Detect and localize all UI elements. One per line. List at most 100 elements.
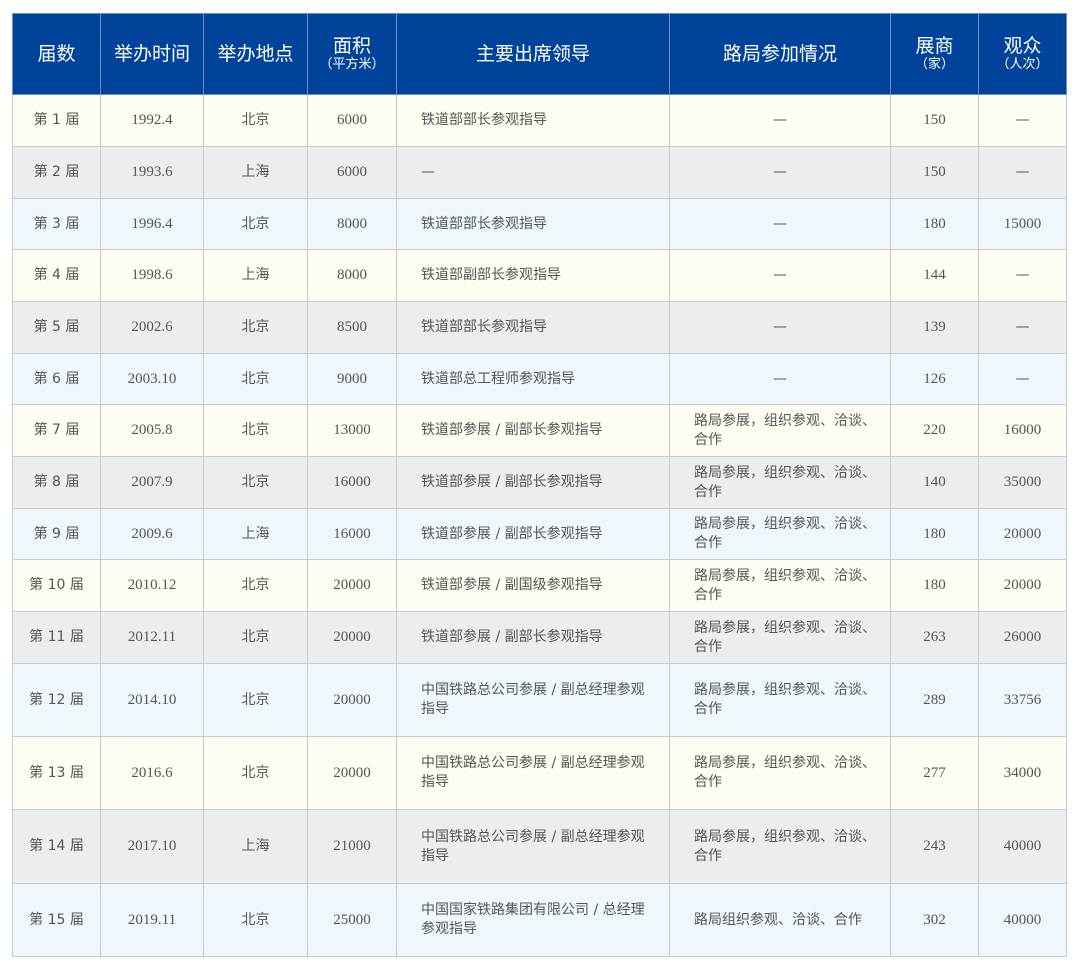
- cell-area: 6000: [307, 146, 397, 199]
- cell-session: 第 2 届: [12, 146, 101, 199]
- cell-visitors: —: [978, 301, 1067, 354]
- cell-leaders: 铁道部总工程师参观指导: [396, 353, 670, 405]
- cell-leaders: 铁道部参展 / 副部长参观指导: [396, 456, 670, 509]
- cell-area: 9000: [307, 353, 397, 405]
- cell-location: 上海: [203, 249, 308, 302]
- table-row: 第 4 届 1998.6 上海 8000 铁道部副部长参观指导 —144—: [12, 249, 1067, 302]
- cell-date: 1996.4: [100, 198, 204, 250]
- cell-bureau: 路局参展，组织参观、洽谈、合作: [669, 404, 891, 457]
- header-area-unit: （平方米）: [319, 57, 385, 72]
- cell-area: 6000: [307, 94, 397, 147]
- cell-bureau: —: [669, 301, 891, 354]
- cell-area: 8000: [307, 198, 397, 250]
- cell-date: 2017.10: [100, 809, 204, 884]
- cell-area: 16000: [307, 456, 397, 509]
- header-exhibitors-unit: （家）: [914, 57, 954, 72]
- cell-visitors: 34000: [978, 736, 1067, 810]
- header-leaders: 主要出席领导: [396, 13, 670, 95]
- cell-exhibitors: 140: [890, 456, 979, 509]
- cell-session: 第 4 届: [12, 249, 101, 302]
- header-visitors-label: 观众: [1003, 35, 1042, 57]
- cell-visitors: —: [978, 249, 1067, 302]
- cell-location: 北京: [203, 559, 308, 612]
- cell-visitors: 20000: [978, 508, 1067, 560]
- table-row: 第 7 届 2005.8 北京 13000 铁道部参展 / 副部长参观指导 路局参展，组织…: [12, 404, 1067, 457]
- cell-date: 1998.6: [100, 249, 204, 302]
- cell-bureau: —: [669, 146, 891, 199]
- cell-leaders: 铁道部部长参观指导: [396, 301, 670, 354]
- header-bureau: 路局参加情况: [669, 13, 891, 95]
- cell-location: 北京: [203, 663, 308, 737]
- cell-bureau: 路局参展，组织参观、洽谈、合作: [669, 456, 891, 509]
- cell-leaders: 铁道部副部长参观指导: [396, 249, 670, 302]
- cell-area: 20000: [307, 611, 397, 664]
- table-row: 第 13 届 2016.6 北京 20000 中国铁路总公司参展 / 副总经理参观指导路…: [12, 736, 1067, 810]
- cell-leaders: 铁道部参展 / 副部长参观指导: [396, 404, 670, 457]
- table-row: 第 14 届 2017.10 上海 21000 中国铁路总公司参展 / 副总经理参观指导…: [12, 809, 1067, 884]
- table-row: 第 3 届 1996.4 北京 8000 铁道部部长参观指导 —180 15000: [12, 198, 1067, 250]
- cell-location: 北京: [203, 883, 308, 957]
- exhibition-history-table: 届数 举办时间 举办地点 面积 （平方米） 主要出席领导 路局参加情况 展商 （家）…: [12, 13, 1067, 957]
- cell-visitors: 33756: [978, 663, 1067, 737]
- cell-area: 20000: [307, 559, 397, 612]
- table-row: 第 12 届 2014.10 北京 20000 中国铁路总公司参展 / 副总经理参观指导…: [12, 663, 1067, 737]
- cell-exhibitors: 277: [890, 736, 979, 810]
- cell-bureau: 路局参展，组织参观、洽谈、合作: [669, 809, 891, 884]
- cell-exhibitors: 150: [890, 94, 979, 147]
- cell-session: 第 14 届: [12, 809, 101, 884]
- cell-date: 2014.10: [100, 663, 204, 737]
- cell-exhibitors: 144: [890, 249, 979, 302]
- cell-location: 上海: [203, 508, 308, 560]
- cell-exhibitors: 126: [890, 353, 979, 405]
- header-visitors-unit: （人次）: [996, 57, 1049, 72]
- cell-location: 北京: [203, 456, 308, 509]
- cell-exhibitors: 263: [890, 611, 979, 664]
- cell-location: 北京: [203, 353, 308, 405]
- cell-session: 第 3 届: [12, 198, 101, 250]
- cell-date: 2002.6: [100, 301, 204, 354]
- cell-session: 第 1 届: [12, 94, 101, 147]
- cell-bureau: —: [669, 198, 891, 250]
- cell-area: 20000: [307, 736, 397, 810]
- cell-visitors: 35000: [978, 456, 1067, 509]
- cell-exhibitors: 180: [890, 508, 979, 560]
- cell-area: 20000: [307, 663, 397, 737]
- cell-location: 上海: [203, 146, 308, 199]
- header-visitors: 观众 （人次）: [978, 13, 1067, 95]
- cell-location: 北京: [203, 404, 308, 457]
- table-row: 第 6 届 2003.10 北京 9000 铁道部总工程师参观指导 —126—: [12, 353, 1067, 405]
- cell-bureau: 路局参展，组织参观、洽谈、合作: [669, 663, 891, 737]
- table-row: 第 9 届 2009.6 上海 16000 铁道部参展 / 副部长参观指导 路局参展，组织…: [12, 508, 1067, 560]
- cell-visitors: 15000: [978, 198, 1067, 250]
- cell-location: 北京: [203, 611, 308, 664]
- cell-session: 第 12 届: [12, 663, 101, 737]
- cell-date: 2007.9: [100, 456, 204, 509]
- table-row: 第 11 届 2012.11 北京 20000 铁道部参展 / 副部长参观指导 路局参展，…: [12, 611, 1067, 664]
- cell-area: 25000: [307, 883, 397, 957]
- cell-date: 2003.10: [100, 353, 204, 405]
- table-row: 第 10 届 2010.12 北京 20000 铁道部参展 / 副国级参观指导 路局参展，…: [12, 559, 1067, 612]
- cell-session: 第 8 届: [12, 456, 101, 509]
- cell-exhibitors: 180: [890, 198, 979, 250]
- cell-date: 2009.6: [100, 508, 204, 560]
- cell-visitors: 40000: [978, 883, 1067, 957]
- cell-visitors: —: [978, 94, 1067, 147]
- cell-exhibitors: 220: [890, 404, 979, 457]
- cell-exhibitors: 139: [890, 301, 979, 354]
- table-row: 第 15 届 2019.11 北京 25000 中国国家铁路集团有限公司 / 总经理参观…: [12, 883, 1067, 957]
- header-exhibitors: 展商 （家）: [890, 13, 979, 95]
- table-row: 第 5 届 2002.6 北京 8500 铁道部部长参观指导 —139—: [12, 301, 1067, 354]
- cell-bureau: —: [669, 249, 891, 302]
- table-row: 第 2 届 1993.6 上海 6000— —150—: [12, 146, 1067, 199]
- cell-bureau: 路局参展，组织参观、洽谈、合作: [669, 736, 891, 810]
- cell-leaders: 中国铁路总公司参展 / 副总经理参观指导: [396, 809, 670, 884]
- cell-location: 北京: [203, 94, 308, 147]
- cell-date: 2016.6: [100, 736, 204, 810]
- cell-leaders: 铁道部部长参观指导: [396, 198, 670, 250]
- cell-location: 北京: [203, 736, 308, 810]
- cell-session: 第 7 届: [12, 404, 101, 457]
- cell-date: 1993.6: [100, 146, 204, 199]
- cell-leaders: 铁道部参展 / 副国级参观指导: [396, 559, 670, 612]
- cell-bureau: 路局参展，组织参观、洽谈、合作: [669, 508, 891, 560]
- cell-date: 2010.12: [100, 559, 204, 612]
